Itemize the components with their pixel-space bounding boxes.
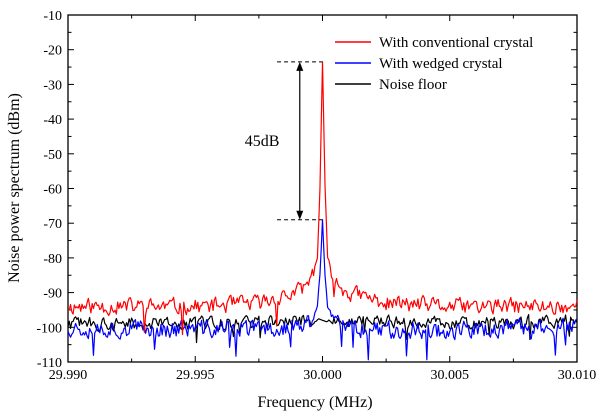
y-tick-label: -110 (37, 356, 62, 371)
series-layer (67, 61, 578, 361)
arrowhead-up (296, 61, 304, 71)
x-tick-labels: 29.990 29.995 30.000 30.005 30.010 (49, 368, 597, 383)
x-tick-label: 29.995 (176, 368, 215, 383)
legend-label: With conventional crystal (379, 35, 533, 51)
x-tick-label: 30.000 (303, 368, 342, 383)
y-tick-label: -80 (43, 252, 62, 267)
arrowhead-down (296, 210, 304, 220)
x-tick-label: 30.005 (431, 368, 470, 383)
series-line-1 (67, 219, 578, 361)
x-tick-label: 30.010 (558, 368, 597, 383)
annotation-label: 45dB (245, 133, 280, 150)
y-tick-label: -70 (43, 217, 62, 232)
y-tick-label: -30 (43, 78, 62, 93)
series-line-2 (67, 314, 578, 344)
y-axis-label: Noise power spectrum (dBm) (6, 93, 23, 283)
y-tick-label: -20 (43, 44, 62, 59)
series-line-0 (67, 61, 578, 336)
y-tick-label: -60 (43, 183, 62, 198)
y-tick-label: -90 (43, 287, 62, 302)
annotation-layer: 45dB (245, 61, 323, 221)
y-tick-label: -40 (43, 113, 62, 128)
axis-ticks (67, 14, 578, 363)
x-axis-label: Frequency (MHz) (257, 394, 372, 411)
legend-label: With wedged crystal (379, 56, 503, 72)
x-tick-label: 29.990 (49, 368, 88, 383)
y-tick-label: -100 (36, 321, 62, 336)
y-tick-label: -50 (43, 148, 62, 163)
legend-label: Noise floor (379, 77, 447, 93)
y-tick-labels: -10 -20 -30 -40 -50 -60 -70 -80 -90 -100 -110 (36, 9, 62, 371)
legend: With conventional crystal With wedged cry… (335, 35, 533, 93)
y-tick-label: -10 (43, 9, 62, 24)
